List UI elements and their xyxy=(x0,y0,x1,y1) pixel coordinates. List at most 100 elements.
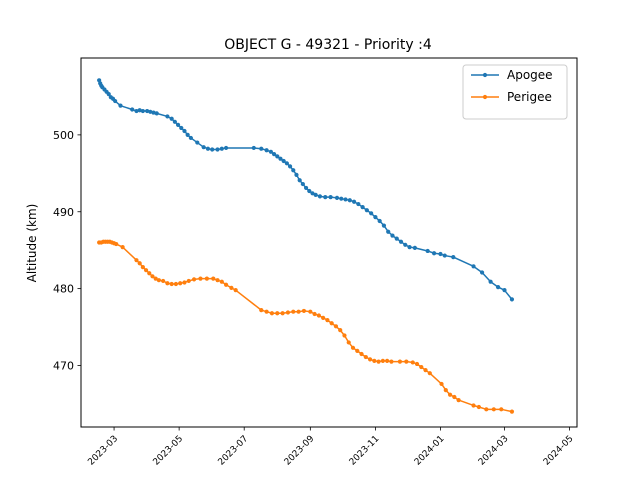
apogee-data-point xyxy=(137,108,142,113)
perigee-data-point xyxy=(338,328,343,333)
perigee-data-point xyxy=(137,261,142,266)
perigee-data-point xyxy=(456,397,461,403)
apogee-data-point xyxy=(291,168,296,173)
perigee-data-point xyxy=(215,278,220,283)
apogee-data-point xyxy=(488,279,493,284)
perigee-data-point xyxy=(191,277,197,282)
perigee-legend-label: Perigee xyxy=(507,90,552,104)
perigee-data-point xyxy=(355,348,360,353)
y-tick-label: 470 xyxy=(53,360,74,373)
apogee-data-point xyxy=(351,199,357,204)
perigee-data-point xyxy=(363,354,368,360)
perigee-data-point xyxy=(452,394,457,400)
apogee-data-point xyxy=(113,98,118,104)
perigee-data-point xyxy=(143,268,149,273)
perigee-data-point xyxy=(312,311,317,317)
apogee-data-point xyxy=(403,242,408,247)
perigee-data-point xyxy=(385,358,390,363)
perigee-data-point xyxy=(150,274,155,279)
y-tick-label: 480 xyxy=(53,283,74,296)
perigee-data-point xyxy=(447,392,453,397)
apogee-data-point xyxy=(339,196,344,201)
perigee-data-point xyxy=(229,285,234,290)
perigee-data-point xyxy=(423,368,428,373)
perigee-data-point xyxy=(321,315,326,320)
perigee-data-point xyxy=(471,403,476,408)
apogee-data-point xyxy=(373,215,378,220)
apogee-data-point xyxy=(438,251,443,257)
perigee-data-point xyxy=(372,358,377,363)
perigee-data-point xyxy=(367,357,373,362)
apogee-data-point xyxy=(172,119,177,124)
apogee-data-point xyxy=(205,146,211,151)
perigee-data-point xyxy=(491,407,496,412)
apogee-legend-label: Apogee xyxy=(507,68,553,82)
apogee-data-point xyxy=(215,147,220,152)
axes-frame xyxy=(80,57,578,428)
perigee-data-point xyxy=(219,279,224,284)
apogee-data-point xyxy=(134,108,139,114)
perigee-data-point xyxy=(147,271,152,276)
perigee-data-point xyxy=(186,278,191,284)
perigee-data-point xyxy=(156,278,161,283)
perigee-data-point xyxy=(161,278,166,284)
apogee-data-point xyxy=(369,211,374,216)
perigee-data-point xyxy=(397,359,403,364)
apogee-data-point xyxy=(509,297,515,302)
perigee-data-point xyxy=(350,345,356,350)
apogee-data-point xyxy=(407,245,412,250)
perigee-data-point xyxy=(198,276,203,281)
apogee-data-point xyxy=(281,158,286,164)
apogee-data-point xyxy=(360,205,365,210)
perigee-data-point xyxy=(316,313,321,318)
apogee-data-point xyxy=(313,192,318,197)
apogee-data-point xyxy=(223,145,229,151)
legend-box xyxy=(462,64,568,120)
perigee-data-point xyxy=(301,308,307,314)
perigee-data-point xyxy=(120,245,125,250)
perigee-data-point xyxy=(223,282,229,287)
perigee-data-point xyxy=(114,241,119,247)
perigee-data-point xyxy=(269,311,275,316)
legend: Apogee Perigee xyxy=(462,64,568,120)
perigee-data-point xyxy=(264,309,269,314)
apogee-data-point xyxy=(317,194,323,199)
perigee-data-point xyxy=(410,360,415,365)
apogee-data-point xyxy=(182,128,187,134)
apogee-data-point xyxy=(278,156,283,161)
apogee-data-point xyxy=(451,255,456,260)
apogee-data-point xyxy=(275,154,280,159)
perigee-data-point xyxy=(275,311,280,316)
apogee-data-point xyxy=(307,188,312,194)
perigee-data-point xyxy=(443,388,448,393)
apogee-data-point xyxy=(425,248,430,254)
perigee-data-point xyxy=(211,276,216,281)
apogee-data-point xyxy=(471,264,476,269)
perigee-data-point xyxy=(233,288,238,293)
apogee-data-point xyxy=(343,197,348,202)
perigee-data-point xyxy=(204,276,209,281)
perigee-data-point xyxy=(165,281,170,286)
apogee-data-point xyxy=(495,284,501,290)
perigee-data-point xyxy=(153,276,158,281)
apogee-data-point xyxy=(323,195,328,200)
perigee-legend-marker xyxy=(482,94,488,100)
perigee-data-point xyxy=(342,333,347,338)
perigee-data-point xyxy=(296,309,301,314)
y-axis-label: Altitude (km) xyxy=(25,204,39,283)
chart-title: OBJECT G - 49321 - Priority :4 xyxy=(224,37,432,53)
apogee-data-point xyxy=(377,218,382,224)
perigee-data-point xyxy=(308,309,313,314)
apogee-data-point xyxy=(185,132,190,137)
perigee-data-point xyxy=(359,351,364,357)
perigee-data-point xyxy=(285,310,291,315)
apogee-data-point xyxy=(398,239,404,244)
apogee-data-point xyxy=(390,233,395,238)
perigee-data-point xyxy=(140,265,145,270)
perigee-data-point xyxy=(476,404,481,410)
apogee-data-point xyxy=(106,92,111,97)
apogee-data-point xyxy=(151,110,156,115)
apogee-data-point xyxy=(310,191,315,196)
perigee-data-point xyxy=(484,407,489,412)
